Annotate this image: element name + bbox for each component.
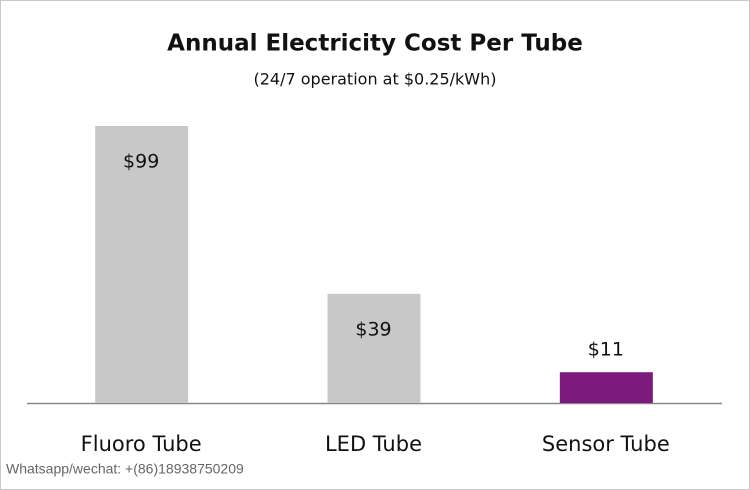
bar	[559, 372, 653, 403]
bar	[95, 126, 189, 403]
value-label: $99	[123, 151, 159, 173]
chart-subtitle: (24/7 operation at $0.25/kWh)	[254, 70, 497, 89]
value-label: $11	[588, 339, 624, 361]
value-label: $39	[355, 318, 391, 340]
x-tick-label: LED Tube	[325, 432, 422, 456]
x-tick-label: Fluoro Tube	[81, 432, 202, 456]
watermark: Whatsapp/wechat: +(86)18938750209	[6, 461, 244, 477]
chart-title: Annual Electricity Cost Per Tube	[167, 31, 583, 57]
bar	[327, 293, 421, 403]
x-tick-label: Sensor Tube	[542, 432, 670, 456]
